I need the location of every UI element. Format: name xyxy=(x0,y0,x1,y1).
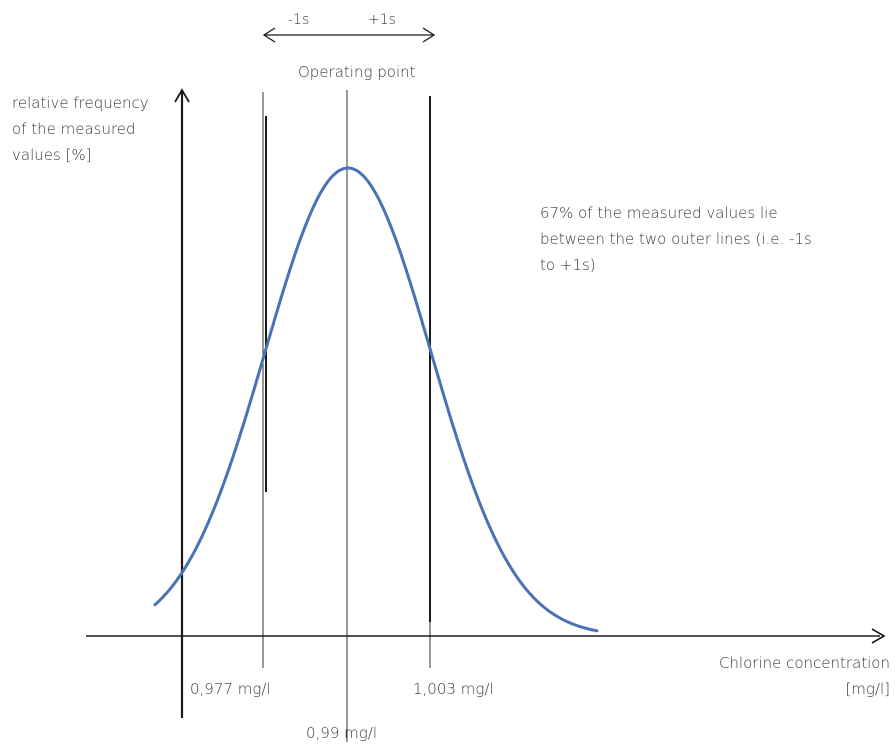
tick-label-1003: 1,003 mg/l xyxy=(413,680,494,698)
tick-label-099: 0,99 mg/l xyxy=(306,724,377,742)
y-axis-arrowhead xyxy=(174,88,190,103)
operating-point-label: Operating point xyxy=(298,63,416,81)
y-axis-label-line-3: values [%] xyxy=(12,146,92,164)
x-axis-arrowhead xyxy=(871,628,886,644)
sigma-range-right-arrowhead xyxy=(422,27,436,43)
x-axis-label-line-1: Chlorine concentration xyxy=(719,654,890,672)
annotation-line-1: 67% of the measured values lie xyxy=(540,204,778,222)
y-axis-label-line-2: of the measured xyxy=(12,120,136,138)
minus-sigma-label: -1s xyxy=(288,12,309,28)
x-axis-label-line-2: [mg/l] xyxy=(845,680,890,698)
bell-curve xyxy=(153,166,599,633)
y-axis-label-line-1: relative frequency xyxy=(12,94,149,112)
annotation-line-2: between the two outer lines (i.e. -1s xyxy=(540,230,812,248)
annotation-line-3: to +1s) xyxy=(540,256,596,274)
tick-label-0977: 0,977 mg/l xyxy=(190,680,271,698)
plus-sigma-label: +1s xyxy=(368,12,396,28)
sigma-range-left-arrowhead xyxy=(262,27,276,43)
